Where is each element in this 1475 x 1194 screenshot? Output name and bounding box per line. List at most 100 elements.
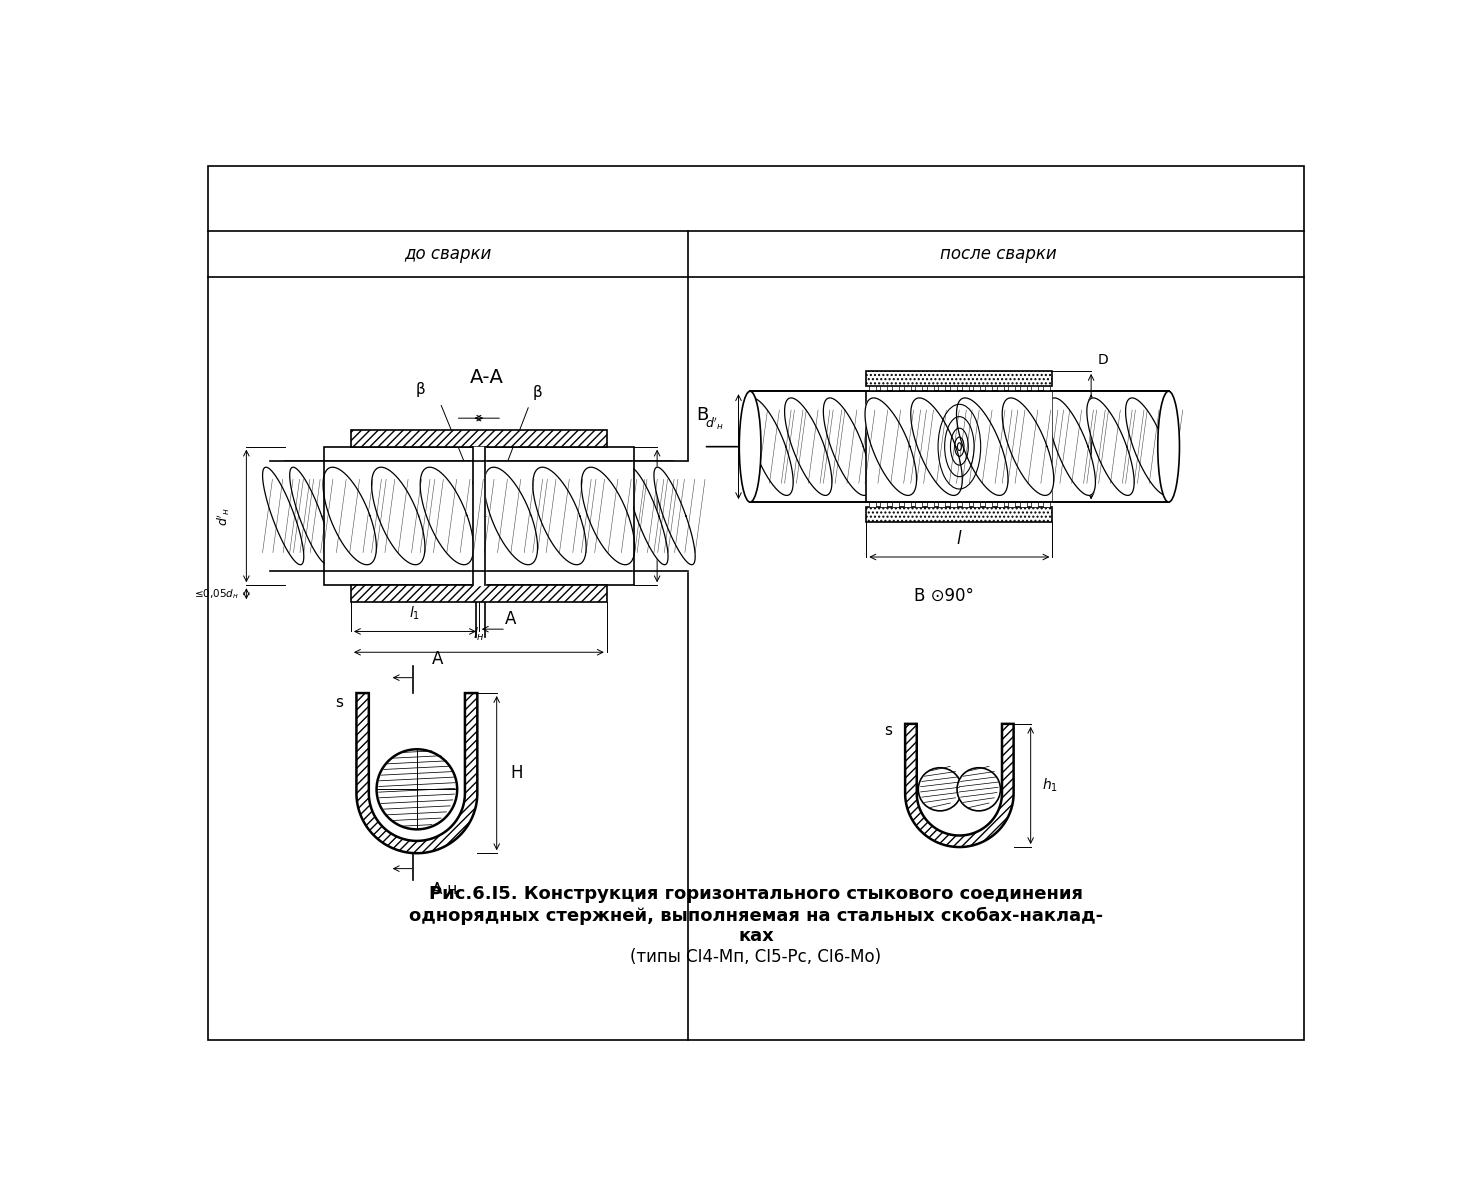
Text: ках: ках [738, 927, 774, 944]
Bar [1043, 387, 1050, 392]
Polygon shape [263, 467, 304, 565]
Bar [1031, 387, 1038, 392]
Bar [866, 507, 1052, 522]
Text: А: А [432, 651, 444, 669]
Bar [950, 387, 957, 392]
Polygon shape [906, 724, 1013, 847]
Bar [866, 392, 1052, 503]
Circle shape [919, 768, 962, 811]
Polygon shape [910, 398, 962, 496]
Bar [1052, 392, 1168, 503]
Text: (типы СI4-Мп, СI5-Рс, СI6-Мо): (типы СI4-Мп, СI5-Рс, СI6-Мо) [630, 948, 882, 966]
Text: однорядных стержней, выполняемая на стальных скобах-наклад-: однорядных стержней, выполняемая на стал… [409, 906, 1103, 925]
Text: $h_1$: $h_1$ [1043, 777, 1059, 794]
Bar [487, 461, 633, 572]
Ellipse shape [739, 392, 761, 503]
Bar [997, 387, 1003, 392]
Text: А: А [504, 610, 516, 628]
Bar [926, 387, 934, 392]
Bar [867, 392, 1050, 503]
Bar [881, 387, 888, 392]
Text: $l_1$: $l_1$ [410, 605, 420, 622]
Text: Рис.6.I5. Конструкция горизонтального стыкового соединения: Рис.6.I5. Конструкция горизонтального ст… [429, 885, 1083, 904]
Bar [326, 461, 471, 572]
Text: $l$: $l$ [956, 530, 963, 548]
Bar [926, 503, 934, 507]
Bar [751, 392, 866, 503]
Polygon shape [1002, 398, 1053, 496]
Bar [1043, 503, 1050, 507]
Polygon shape [532, 467, 586, 565]
Text: β: β [532, 386, 541, 400]
Text: s: s [884, 722, 892, 738]
Bar [1009, 387, 1015, 392]
Text: $d'_н$: $d'_н$ [705, 416, 724, 432]
Circle shape [376, 750, 457, 830]
Text: $d_н$: $d_н$ [1097, 438, 1114, 455]
Polygon shape [323, 467, 376, 565]
Bar [881, 503, 888, 507]
Polygon shape [746, 398, 794, 496]
Polygon shape [581, 467, 634, 565]
Polygon shape [1049, 398, 1096, 496]
Bar [962, 503, 969, 507]
Bar [351, 430, 606, 447]
Bar [985, 387, 991, 392]
Text: В ⊙90°: В ⊙90° [914, 586, 974, 604]
Bar [914, 387, 922, 392]
Text: D: D [1097, 353, 1108, 367]
Bar [324, 447, 634, 585]
Text: $d_н$: $d_н$ [664, 507, 678, 524]
Polygon shape [785, 398, 832, 496]
Bar [938, 387, 945, 392]
Bar [1019, 503, 1027, 507]
Bar [866, 371, 1052, 387]
Text: А-А: А-А [469, 369, 503, 387]
Text: H: H [510, 764, 524, 782]
Polygon shape [956, 398, 1007, 496]
Circle shape [957, 768, 1000, 811]
Bar [938, 503, 945, 507]
Bar [997, 503, 1003, 507]
Polygon shape [372, 467, 425, 565]
Bar [892, 387, 898, 392]
Bar [904, 503, 910, 507]
Bar [974, 503, 981, 507]
Bar [869, 503, 876, 507]
Text: после сварки: после сварки [940, 245, 1056, 263]
Bar [351, 585, 606, 602]
Bar [904, 387, 910, 392]
Bar [1009, 503, 1015, 507]
Text: А н: А н [432, 882, 457, 898]
Bar [869, 387, 876, 392]
Bar [270, 461, 324, 572]
Bar [892, 503, 898, 507]
Bar [914, 503, 922, 507]
Polygon shape [484, 467, 537, 565]
Bar [962, 387, 969, 392]
Text: до сварки: до сварки [404, 245, 491, 263]
Text: $d'_н$: $d'_н$ [215, 506, 233, 525]
Text: В: В [696, 406, 708, 424]
Text: s: s [335, 695, 344, 709]
Bar [1019, 387, 1027, 392]
Polygon shape [653, 467, 695, 565]
Bar [1031, 503, 1038, 507]
Bar [974, 387, 981, 392]
Polygon shape [823, 398, 870, 496]
Polygon shape [289, 467, 330, 565]
Polygon shape [864, 398, 916, 496]
Polygon shape [420, 467, 473, 565]
Polygon shape [627, 467, 668, 565]
Text: ≤0,05$d_н$: ≤0,05$d_н$ [193, 586, 239, 601]
Bar [473, 447, 485, 585]
Bar [634, 461, 689, 572]
Text: β: β [416, 382, 426, 398]
Bar [950, 503, 957, 507]
Text: $l_н$: $l_н$ [473, 626, 485, 644]
Polygon shape [357, 693, 478, 854]
Polygon shape [1087, 398, 1134, 496]
Ellipse shape [1158, 392, 1180, 503]
Bar [985, 503, 991, 507]
Polygon shape [1125, 398, 1173, 496]
